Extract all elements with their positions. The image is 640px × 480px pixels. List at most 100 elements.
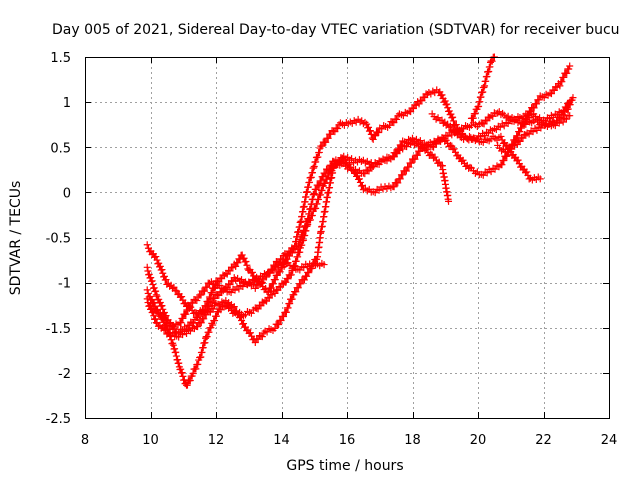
- data-point: [393, 149, 401, 157]
- data-point: [143, 286, 151, 294]
- data-point: [323, 175, 331, 183]
- data-point: [232, 262, 240, 270]
- data-point: [514, 132, 522, 140]
- data-point: [508, 113, 516, 121]
- data-point: [312, 158, 320, 166]
- data-point: [444, 104, 452, 112]
- data-point: [186, 376, 194, 384]
- data-point: [153, 256, 161, 264]
- x-tick-label: 24: [601, 433, 618, 448]
- data-point: [500, 156, 508, 164]
- data-point: [149, 281, 157, 289]
- data-point: [563, 69, 571, 77]
- data-point: [402, 167, 410, 175]
- y-tick-label: 0.5: [50, 141, 71, 156]
- data-point: [295, 240, 303, 248]
- data-point: [155, 310, 163, 318]
- data-point: [397, 141, 405, 149]
- data-point: [317, 191, 325, 199]
- data-point: [152, 319, 160, 327]
- data-point: [405, 163, 413, 171]
- data-point: [156, 262, 164, 270]
- data-point: [177, 365, 185, 373]
- data-point: [303, 272, 311, 280]
- data-point: [208, 289, 216, 297]
- axis-ticks: 8 10 12 14 16 18 20 22 24 -2.5 -2 -1.5 -1 -0.5 0 0.5 1 1.…: [46, 51, 618, 448]
- data-point: [211, 317, 219, 325]
- data-point: [452, 121, 460, 129]
- data-point: [160, 272, 168, 280]
- series-track-7: [467, 53, 498, 122]
- data-point: [280, 313, 288, 321]
- data-point: [248, 268, 256, 276]
- data-point: [200, 306, 208, 314]
- data-point: [194, 360, 202, 368]
- data-point: [499, 109, 507, 117]
- data-point: [459, 156, 467, 164]
- data-point: [305, 269, 313, 277]
- x-tick-label: 14: [273, 433, 290, 448]
- data-point: [202, 302, 210, 310]
- data-point: [471, 110, 479, 118]
- series-track-2: [143, 138, 453, 389]
- data-point: [530, 104, 538, 112]
- data-point: [371, 132, 379, 140]
- data-point: [151, 315, 159, 323]
- y-tick-label: 1: [63, 96, 71, 111]
- data-point: [390, 183, 398, 191]
- data-point: [292, 288, 300, 296]
- data-point: [566, 112, 574, 120]
- data-point: [273, 271, 281, 279]
- data-point: [143, 241, 151, 249]
- data-point: [148, 277, 156, 285]
- data-point: [446, 122, 454, 130]
- x-tick-label: 22: [535, 433, 552, 448]
- data-point: [158, 302, 166, 310]
- data-point: [445, 197, 453, 205]
- data-point: [184, 306, 192, 314]
- data-point: [315, 181, 323, 189]
- data-point: [442, 136, 450, 144]
- data-point: [242, 257, 250, 265]
- data-point: [395, 145, 403, 153]
- data-point: [321, 169, 329, 177]
- y-tick-label: -0.5: [46, 232, 71, 247]
- data-point: [445, 123, 453, 131]
- x-tick-label: 20: [470, 433, 487, 448]
- data-point: [526, 108, 534, 116]
- data-point: [230, 303, 238, 311]
- data-point: [296, 248, 304, 256]
- data-point: [267, 284, 275, 292]
- data-point: [180, 376, 188, 384]
- data-point: [516, 128, 524, 136]
- data-point: [294, 253, 302, 261]
- data-point: [257, 279, 265, 287]
- data-point: [182, 310, 190, 318]
- data-point: [445, 107, 453, 115]
- data-point: [325, 165, 333, 173]
- data-point: [156, 298, 164, 306]
- data-point: [411, 155, 419, 163]
- y-tick-label: 0: [63, 186, 71, 201]
- data-point: [264, 288, 272, 296]
- data-point: [369, 135, 377, 143]
- data-point: [170, 283, 178, 291]
- data-point: [152, 253, 160, 261]
- data-point: [197, 310, 205, 318]
- data-point: [160, 326, 168, 334]
- data-point: [525, 175, 533, 183]
- data-point: [302, 222, 310, 230]
- data-point: [431, 153, 439, 161]
- data-point: [200, 315, 208, 323]
- data-point: [427, 150, 435, 158]
- data-point: [375, 129, 383, 137]
- data-point: [246, 329, 254, 337]
- data-point: [292, 257, 300, 265]
- data-point: [234, 259, 242, 267]
- data-point: [297, 235, 305, 243]
- series-track-5: [147, 259, 328, 334]
- data-point: [523, 168, 531, 176]
- data-point: [399, 171, 407, 179]
- data-point: [565, 65, 573, 73]
